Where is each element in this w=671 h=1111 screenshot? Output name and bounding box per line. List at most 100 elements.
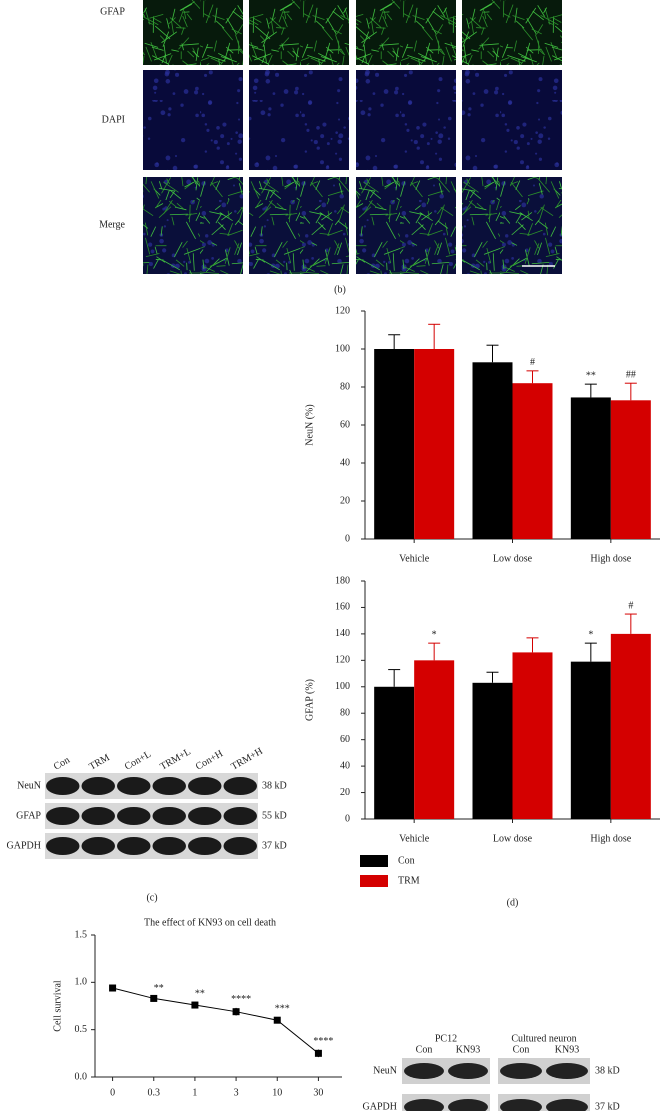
lane-label: TRM+H — [229, 746, 264, 773]
point — [109, 984, 117, 992]
blot-band — [223, 777, 257, 795]
blot-band — [81, 807, 115, 825]
blot-band — [404, 1099, 444, 1111]
legend-swatch — [360, 875, 388, 887]
micrograph — [249, 0, 349, 65]
lane-label: KN93 — [456, 1044, 480, 1055]
blot-band — [448, 1099, 488, 1111]
blot-size-label: 37 kD — [595, 1101, 620, 1111]
blot-band — [223, 807, 257, 825]
legend-swatch — [360, 855, 388, 867]
point — [314, 1049, 322, 1057]
bar — [374, 349, 415, 539]
blot-size-label: 37 kD — [262, 840, 287, 851]
micrograph — [356, 70, 456, 170]
panel-label: (d) — [507, 897, 519, 908]
y-tick-label: 0.5 — [75, 1024, 88, 1035]
blot-strip — [45, 773, 258, 799]
panel-label: (b) — [334, 284, 346, 295]
group-label: Cultured neuron — [511, 1033, 576, 1044]
bar — [512, 652, 553, 819]
blot-band — [81, 777, 115, 795]
significance: # — [530, 357, 535, 368]
y-tick-label: 100 — [335, 681, 350, 692]
blot-band — [188, 807, 222, 825]
significance: ## — [626, 369, 636, 380]
blot-band — [117, 837, 151, 855]
micrograph — [249, 70, 349, 170]
significance: **** — [313, 1036, 333, 1047]
blot-band — [152, 837, 186, 855]
blot-band — [46, 807, 80, 825]
group-label: PC12 — [435, 1033, 457, 1044]
significance: ** — [195, 989, 205, 1000]
lane-label: Con — [513, 1044, 530, 1055]
x-tick-label: Vehicle — [399, 833, 430, 844]
y-tick-label: 1.0 — [75, 977, 88, 988]
blot-row-label: GAPDH — [7, 840, 41, 851]
y-tick-label: 100 — [335, 343, 350, 354]
micrograph — [143, 0, 243, 65]
blot-size-label: 38 kD — [595, 1065, 620, 1076]
blot-band — [500, 1063, 542, 1079]
image-row-label: Merge — [99, 219, 125, 230]
micrograph — [356, 0, 456, 65]
blot-band — [117, 777, 151, 795]
blot-band — [223, 837, 257, 855]
y-tick-label: 80 — [340, 381, 350, 392]
bar — [414, 349, 455, 539]
y-tick-label: 140 — [335, 628, 350, 639]
x-tick-label: 10 — [272, 1087, 282, 1098]
y-tick-label: 20 — [340, 787, 350, 798]
lane-label: KN93 — [555, 1044, 579, 1055]
significance: # — [628, 600, 633, 611]
blot-size-label: 55 kD — [262, 810, 287, 821]
x-tick-label: High dose — [590, 553, 631, 564]
y-tick-label: 120 — [335, 305, 350, 316]
bar — [570, 397, 611, 539]
image-row-label: GFAP — [100, 6, 125, 17]
significance: * — [432, 629, 437, 640]
bar — [414, 660, 455, 819]
blot-band — [46, 837, 80, 855]
y-tick-label: 120 — [335, 655, 350, 666]
legend-label: TRM — [398, 875, 420, 886]
y-tick-label: 1.5 — [75, 929, 88, 940]
bar — [374, 686, 415, 819]
y-tick-label: 20 — [340, 495, 350, 506]
chart-title: The effect of KN93 on cell death — [144, 917, 276, 928]
x-tick-label: 0 — [110, 1087, 115, 1098]
bar — [570, 661, 611, 819]
blot-band — [81, 837, 115, 855]
blot-band — [188, 837, 222, 855]
x-tick-label: 30 — [313, 1087, 323, 1098]
blot-strip — [45, 833, 258, 859]
x-tick-label: Vehicle — [399, 553, 430, 564]
lane-label: Con — [52, 755, 72, 773]
bar — [472, 682, 513, 819]
blot-band — [404, 1063, 444, 1079]
y-tick-label: 60 — [340, 419, 350, 430]
x-tick-label: 1 — [192, 1087, 197, 1098]
blot-band — [152, 807, 186, 825]
blot-row-label: GAPDH — [363, 1101, 397, 1111]
micrograph — [143, 177, 243, 274]
significance: *** — [275, 1004, 290, 1015]
y-tick-label: 0 — [345, 533, 350, 544]
y-tick-label: 0.0 — [75, 1071, 88, 1082]
bar — [610, 633, 651, 819]
lane-label: TRM+L — [158, 746, 192, 772]
lane-label: Con — [416, 1044, 433, 1055]
x-tick-label: 3 — [234, 1087, 239, 1098]
blot-band — [546, 1099, 588, 1111]
y-axis-label: NeuN (%) — [304, 404, 315, 445]
blot-row-label: NeuN — [17, 780, 41, 791]
bar — [610, 400, 651, 539]
lane-label: TRM — [87, 752, 111, 772]
x-tick-label: Low dose — [493, 833, 533, 844]
point — [273, 1016, 281, 1024]
y-tick-label: 160 — [335, 602, 350, 613]
blot-band — [152, 777, 186, 795]
blot-band — [117, 807, 151, 825]
